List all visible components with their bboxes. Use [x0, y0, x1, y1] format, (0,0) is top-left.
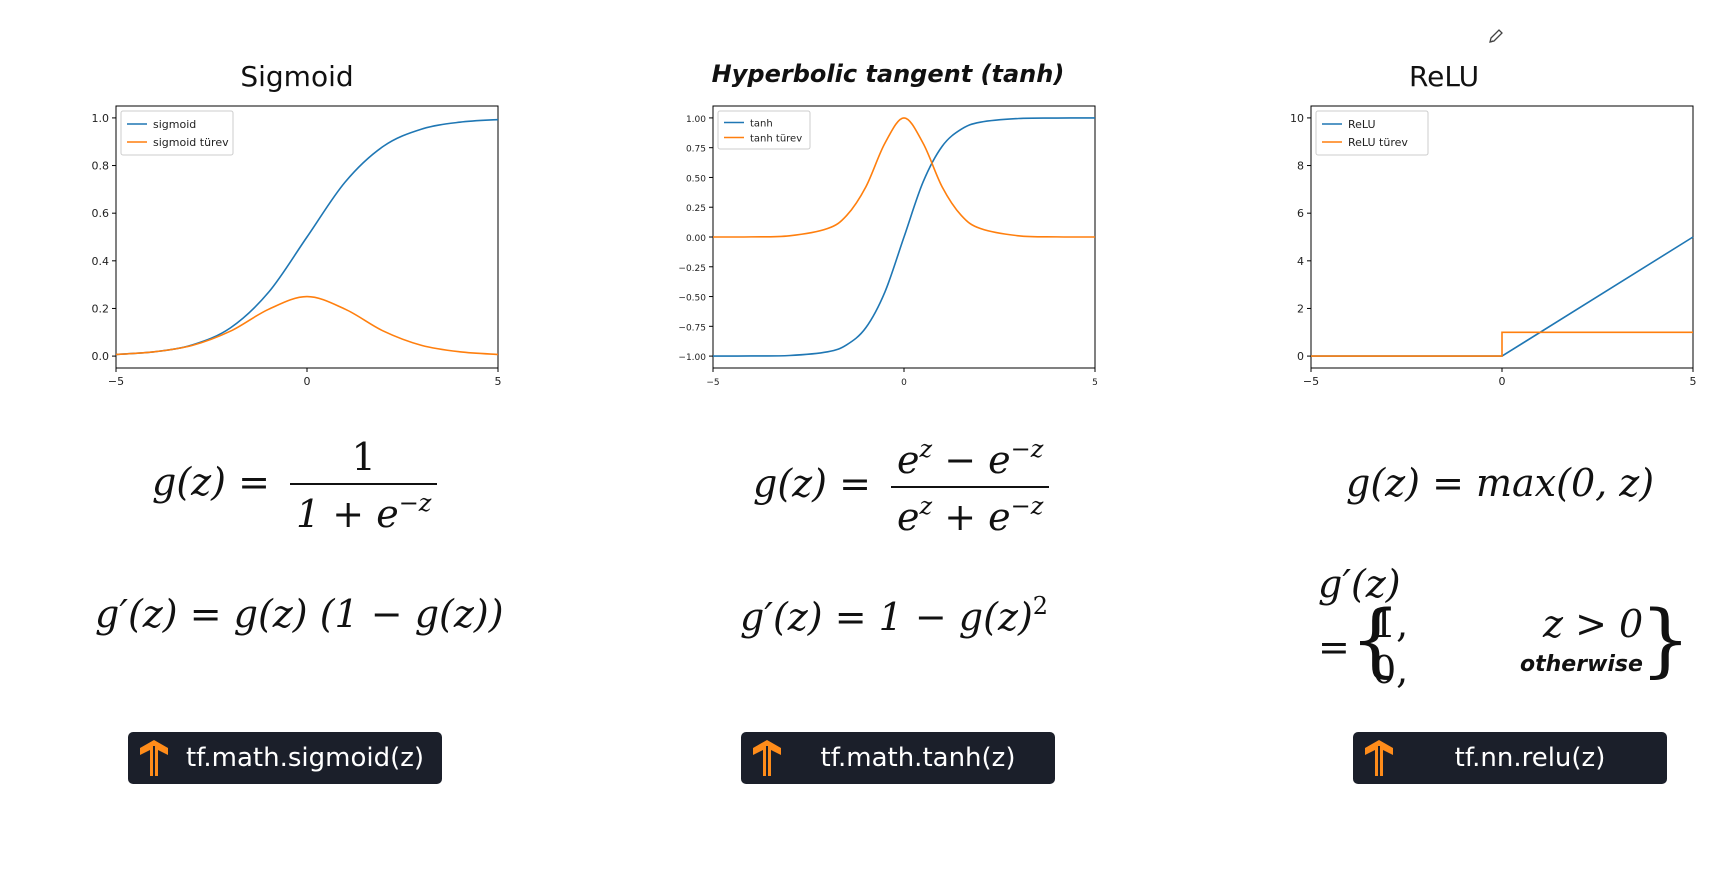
relu-case2-value: 0, — [1372, 648, 1409, 692]
tanh-legend-label: tanh türev — [750, 134, 802, 145]
sigmoid-title: Sigmoid — [240, 60, 354, 93]
tanh-xtick-label: −5 — [706, 378, 719, 388]
relu-case1-value: 1, — [1372, 602, 1409, 646]
relu-legend-label: ReLU — [1348, 118, 1376, 131]
relu-formula: g(z) = max(0, z) — [1346, 461, 1655, 505]
relu-left-brace: { — [1350, 593, 1401, 686]
relu-xtick-label: 5 — [1690, 375, 1697, 388]
relu-ytick-label: 6 — [1297, 207, 1304, 220]
sigmoid-series-derivative-line — [115, 295, 499, 356]
relu-tf-code: tf.nn.relu(z) — [1454, 743, 1606, 773]
tanh-xtick-label: 0 — [901, 378, 907, 388]
tensorflow-logo-icon — [1353, 732, 1405, 784]
relu-case2-condition: otherwise — [1520, 652, 1643, 677]
tanh-ytick-label: −0.25 — [678, 264, 706, 274]
relu-tf-badge: tf.nn.relu(z) — [1353, 732, 1667, 784]
sigmoid-legend-label: sigmoid türev — [153, 136, 229, 149]
tanh-ytick-label: 0.75 — [686, 145, 706, 155]
relu-title: ReLU — [1408, 60, 1480, 93]
tanh-xtick-label: 5 — [1092, 378, 1098, 388]
tanh-legend-label: tanh — [750, 119, 773, 130]
tensorflow-logo-icon — [128, 732, 180, 784]
tanh-legend-box — [717, 110, 811, 150]
relu-case1-condition: z > 0 — [1543, 602, 1644, 646]
sigmoid-ytick-label: 0.6 — [92, 207, 110, 220]
relu-ytick-label: 10 — [1290, 112, 1304, 125]
relu-chart: 0 2 4 6 8 10 −5 0 5 ReLU ReLU türev — [1290, 105, 1697, 388]
relu-ytick-label: 8 — [1297, 160, 1304, 173]
relu-right-brace: } — [1640, 593, 1691, 686]
sigmoid-ytick-label: 0.2 — [92, 302, 110, 315]
relu-series-derivative-line — [1311, 331, 1693, 357]
tanh-ytick-label: 0.50 — [686, 174, 706, 184]
sigmoid-legend-box — [120, 110, 234, 156]
tanh-ytick-label: −1.00 — [678, 353, 706, 363]
sigmoid-ytick-label: 0.0 — [92, 350, 110, 363]
tanh-title: Hyperbolic tangent (tanh) — [711, 60, 1065, 88]
tanh-chart: −1.00 −0.75 −0.50 −0.25 0.00 0.25 0.50 0.75 1.00… — [678, 105, 1098, 388]
tensorflow-logo-icon — [741, 732, 793, 784]
sigmoid-tf-code: tf.math.sigmoid(z) — [185, 743, 425, 773]
sigmoid-derivative-formula: g′(z) = g(z) (1 − g(z)) — [95, 592, 504, 636]
sigmoid-tf-badge: tf.math.sigmoid(z) — [128, 732, 442, 784]
sigmoid-ytick-label: 0.8 — [92, 160, 110, 173]
sigmoid-ytick-label: 0.4 — [92, 255, 110, 268]
relu-legend-box — [1315, 110, 1429, 156]
tanh-ytick-label: −0.75 — [678, 323, 706, 333]
sigmoid-chart: 0.0 0.2 0.4 0.6 0.8 1.0 −5 0 5 sigmoid sigmoid tür… — [92, 105, 502, 388]
sigmoid-ytick-label: 1.0 — [92, 112, 110, 125]
sigmoid-xtick-label: −5 — [108, 375, 124, 388]
tanh-ytick-label: 0.25 — [686, 204, 706, 214]
relu-ytick-label: 2 — [1297, 302, 1304, 315]
tanh-formula: g(z) = ez − e−z ez + e−z — [753, 435, 1050, 539]
sigmoid-legend-label: sigmoid — [153, 118, 196, 131]
tanh-tf-code: tf.math.tanh(z) — [820, 743, 1016, 773]
relu-legend-label: ReLU türev — [1348, 136, 1408, 149]
relu-xtick-label: 0 — [1499, 375, 1506, 388]
tanh-derivative-formula: g′(z) = 1 − g(z)2 — [740, 592, 1049, 639]
relu-ytick-label: 0 — [1297, 350, 1304, 363]
sigmoid-xtick-label: 0 — [304, 375, 311, 388]
tanh-ytick-label: 1.00 — [686, 115, 706, 125]
relu-derivative-eq: = — [1318, 625, 1350, 669]
sigmoid-formula: g(z) = 1 1 + e−z — [152, 435, 438, 536]
sigmoid-xtick-label: 5 — [495, 375, 502, 388]
tanh-tf-badge: tf.math.tanh(z) — [741, 732, 1055, 784]
tanh-series-derivative-line — [712, 117, 1096, 238]
pen-icon — [1489, 29, 1503, 43]
tanh-ytick-label: −0.50 — [678, 294, 706, 304]
tanh-ytick-label: 0.00 — [686, 234, 706, 244]
tanh-series-function-line — [712, 117, 1096, 357]
relu-derivative-lhs: g′(z) — [1318, 562, 1401, 606]
relu-ytick-label: 4 — [1297, 255, 1304, 268]
relu-xtick-label: −5 — [1303, 375, 1319, 388]
